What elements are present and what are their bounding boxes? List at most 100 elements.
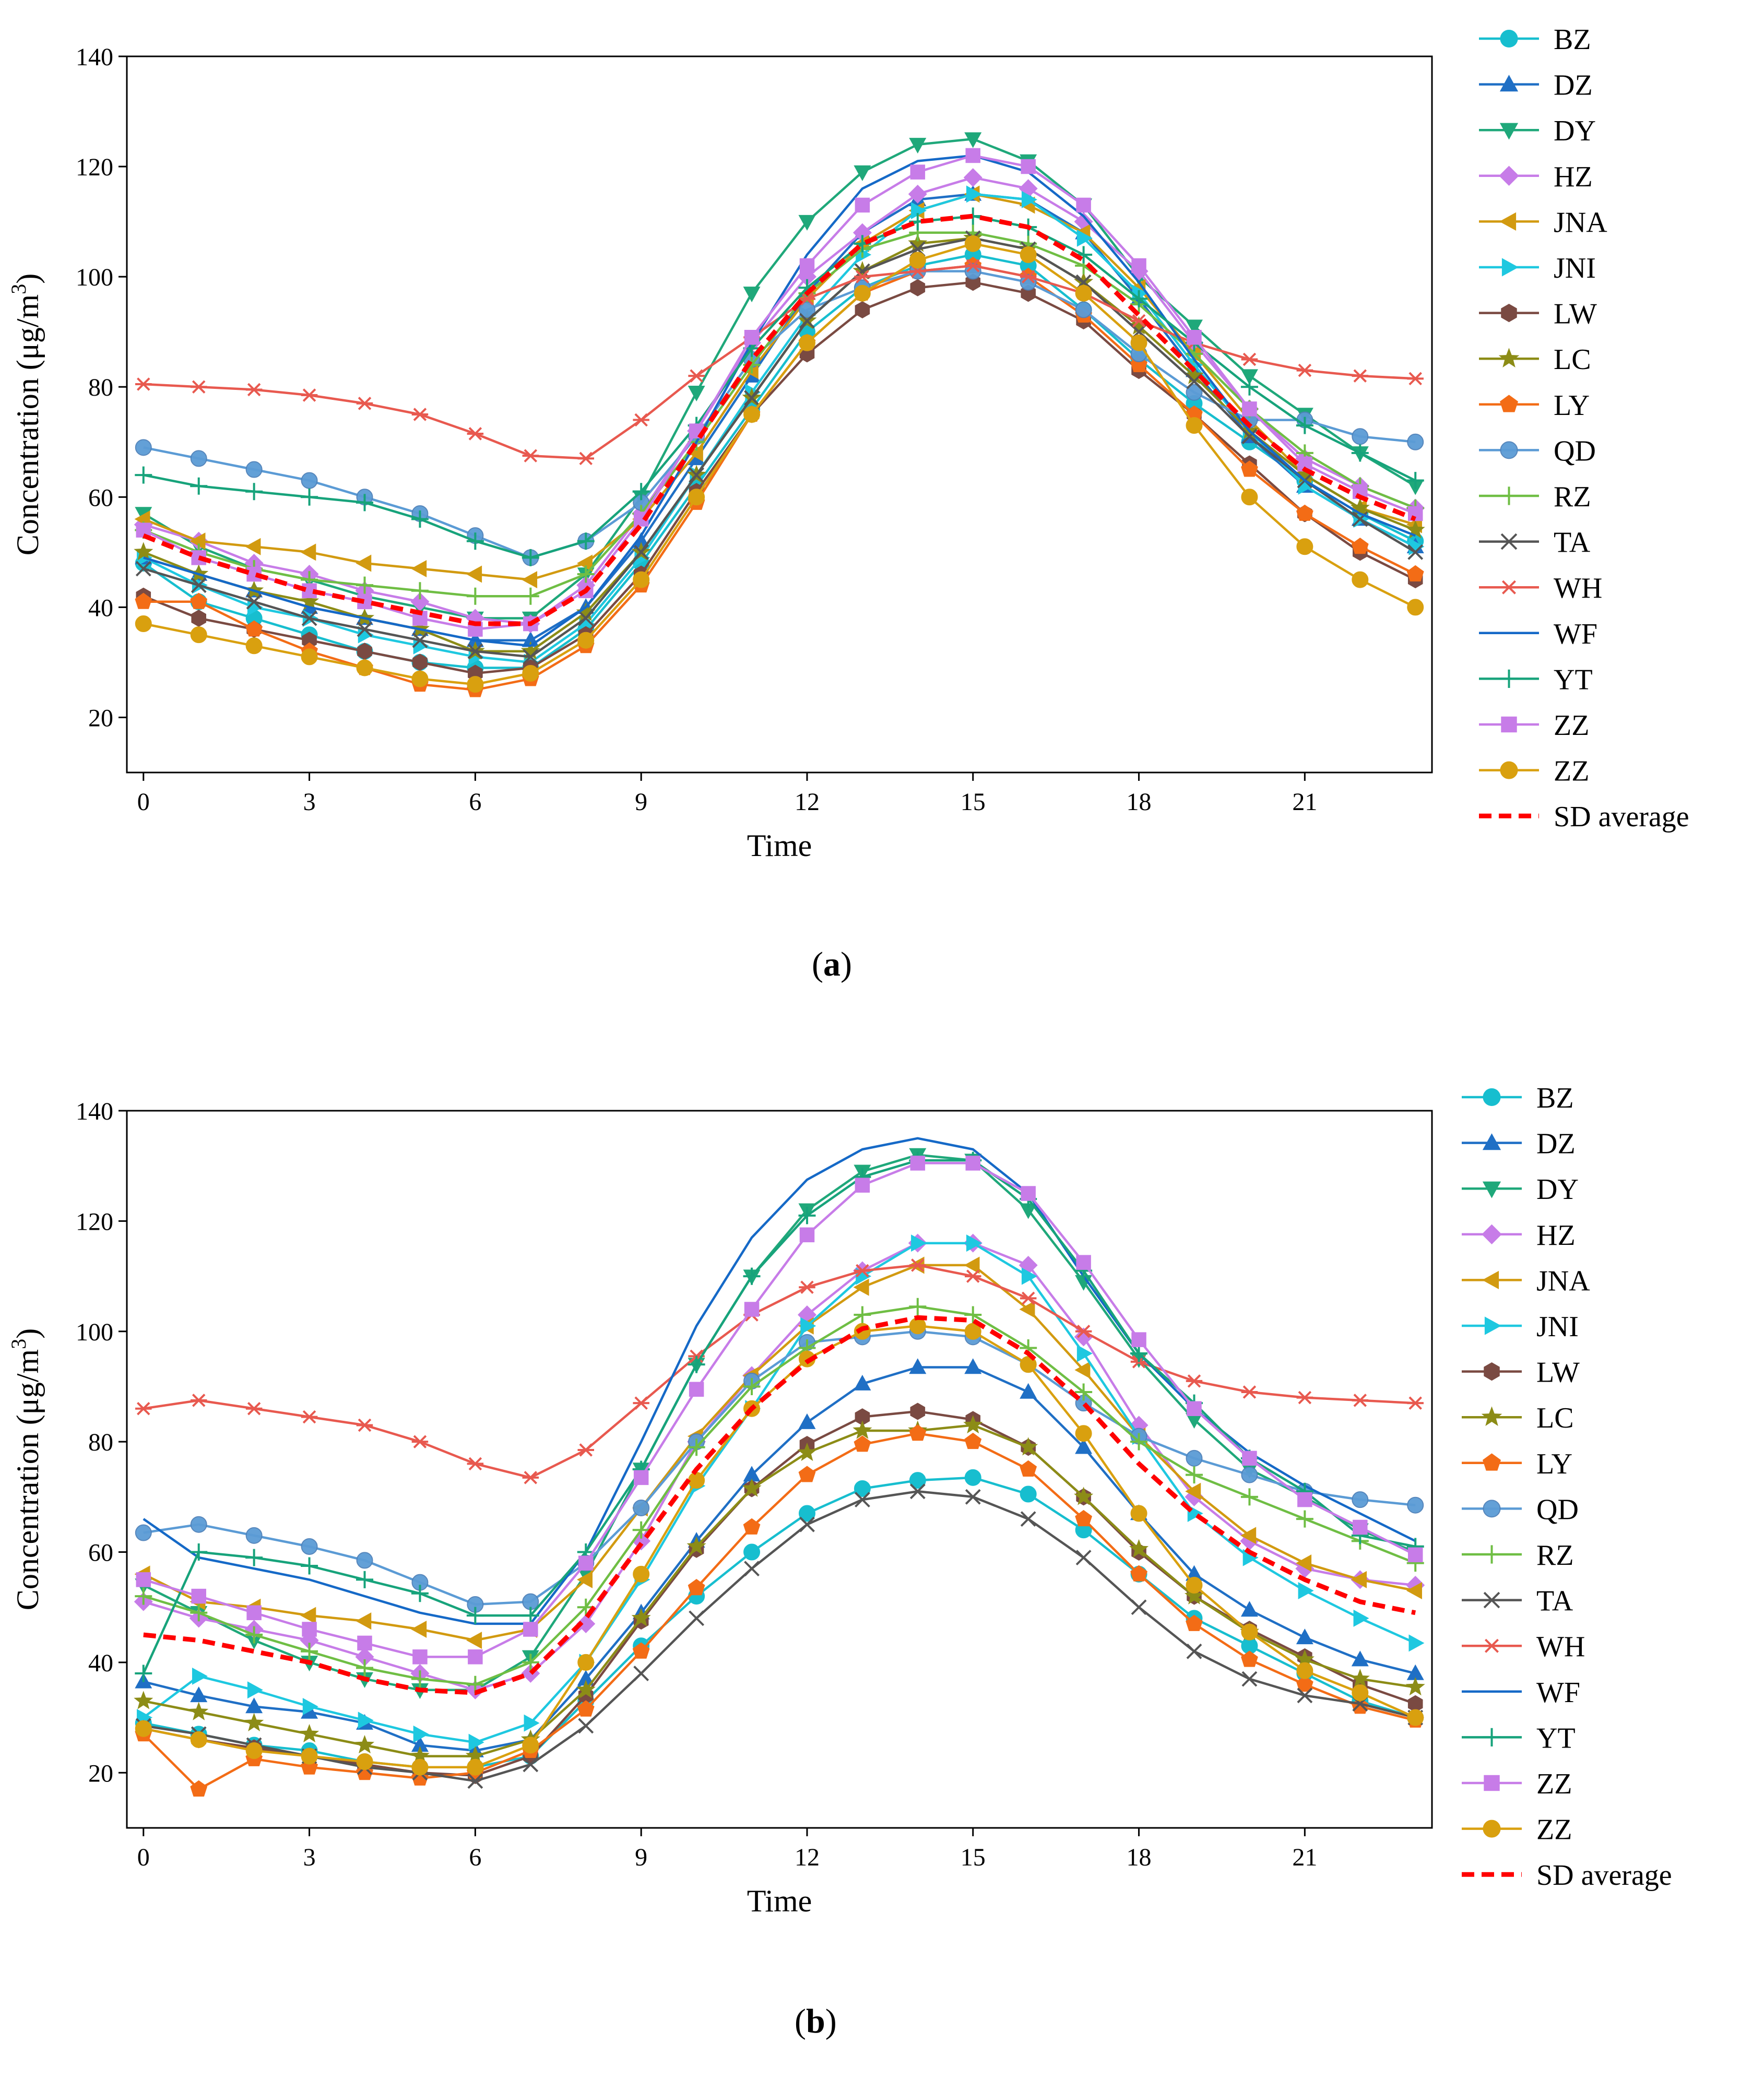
data-point — [854, 270, 871, 283]
data-point — [633, 413, 649, 427]
data-point — [854, 165, 871, 181]
data-point — [1296, 1629, 1313, 1645]
legend-marker — [1482, 1270, 1499, 1289]
legend-item: TA — [1462, 1585, 1573, 1618]
legend-label: JNA — [1536, 1265, 1590, 1297]
series-line — [143, 1154, 1416, 1692]
data-point — [910, 164, 926, 180]
legend-marker — [1500, 30, 1518, 47]
data-point — [1076, 229, 1093, 247]
data-point — [798, 1466, 816, 1482]
data-point — [245, 637, 263, 655]
legend-item: SD average — [1479, 801, 1689, 833]
data-point — [744, 1302, 760, 1317]
data-point — [909, 1472, 926, 1489]
legend-label: JNA — [1554, 206, 1607, 239]
data-point — [1130, 1565, 1147, 1582]
legend-marker — [1484, 1775, 1500, 1791]
x-tick-label: 18 — [1127, 788, 1152, 816]
data-point — [1129, 316, 1149, 335]
legend-label: HZ — [1536, 1219, 1576, 1252]
series-line — [143, 215, 1416, 559]
data-point — [1186, 1374, 1203, 1388]
data-point — [190, 380, 207, 394]
data-point — [1296, 504, 1313, 521]
legend-item: YT — [1479, 663, 1593, 696]
data-point — [910, 279, 926, 296]
legend-marker — [1482, 1181, 1501, 1198]
data-point — [134, 1691, 153, 1709]
x-tick-label: 0 — [137, 1844, 150, 1871]
data-point — [965, 1269, 981, 1283]
data-point — [413, 637, 429, 655]
data-point — [411, 560, 427, 578]
data-point — [909, 1483, 926, 1500]
data-point — [190, 450, 207, 467]
data-point — [964, 1358, 982, 1374]
data-point — [411, 1736, 429, 1752]
y-tick-label: 80 — [88, 1429, 113, 1456]
data-point — [1407, 1709, 1424, 1726]
data-point — [135, 1587, 152, 1605]
data-point — [911, 202, 927, 220]
legend-label: DY — [1536, 1173, 1579, 1206]
data-point — [909, 1424, 927, 1441]
data-point — [467, 427, 484, 441]
data-point — [1297, 1492, 1312, 1507]
data-point — [356, 659, 373, 676]
data-point — [797, 1442, 817, 1461]
data-point — [1408, 1634, 1425, 1652]
data-point — [1296, 363, 1313, 377]
data-point — [1075, 284, 1092, 302]
data-point — [799, 292, 815, 306]
data-point — [411, 408, 429, 421]
series-line — [143, 264, 1416, 460]
data-point — [799, 258, 815, 274]
data-point — [522, 1737, 539, 1754]
data-point — [633, 1666, 649, 1681]
legend-item: BZ — [1462, 1082, 1574, 1114]
data-point — [965, 148, 981, 163]
data-point — [247, 1681, 263, 1699]
data-point — [632, 483, 650, 501]
data-point — [192, 1667, 208, 1685]
legend-marker — [1501, 304, 1517, 323]
x-axis-label: Time — [747, 828, 812, 863]
data-point — [191, 1588, 206, 1604]
data-point — [1353, 1609, 1369, 1627]
data-point — [467, 643, 483, 659]
legend-label: JNI — [1554, 252, 1596, 284]
legend-label: SD average — [1536, 1859, 1672, 1892]
series-yt-14 — [135, 1151, 1424, 1682]
data-point — [302, 1697, 318, 1715]
series-line — [143, 1330, 1416, 1606]
data-point — [688, 1356, 705, 1373]
data-point — [523, 1756, 539, 1773]
series-jna-4 — [134, 1256, 1422, 1649]
legend-label: LY — [1536, 1448, 1572, 1480]
data-point — [467, 1457, 484, 1471]
series-line — [143, 176, 1416, 625]
data-point — [357, 621, 373, 637]
data-point — [1130, 334, 1147, 351]
legend-label: TA — [1536, 1585, 1573, 1618]
legend-marker — [1481, 1406, 1502, 1427]
series-zz-15 — [136, 1156, 1423, 1665]
data-point — [1407, 433, 1424, 450]
data-point — [964, 1256, 980, 1274]
y-tick-label: 60 — [88, 1539, 113, 1567]
data-point — [356, 494, 374, 512]
data-point — [855, 1178, 870, 1193]
data-point — [688, 1439, 705, 1456]
data-point — [689, 1610, 705, 1626]
legend-label: YT — [1536, 1722, 1576, 1754]
data-point — [799, 313, 815, 329]
legend-item: LW — [1479, 298, 1597, 330]
legend-item: LC — [1462, 1402, 1574, 1434]
data-point — [633, 1565, 650, 1583]
data-point — [854, 284, 871, 302]
legend-label: LC — [1536, 1402, 1574, 1434]
data-point — [522, 1654, 539, 1671]
data-point — [1185, 1466, 1203, 1484]
series-line — [143, 1137, 1416, 1625]
